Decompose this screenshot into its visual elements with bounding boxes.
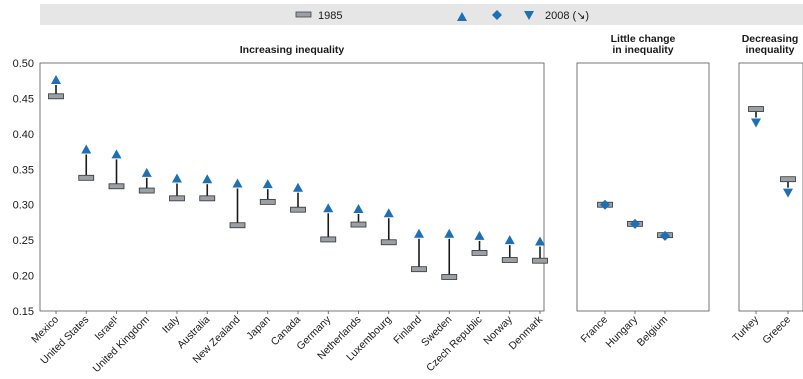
panel-title: in inequality (612, 44, 673, 56)
marker-2008 (414, 228, 424, 238)
marker-2008 (504, 235, 515, 245)
marker-1985 (320, 236, 337, 243)
marker-2008 (141, 167, 152, 177)
legend-label-1985: 1985 (318, 10, 342, 22)
category-label: Hungary (604, 313, 641, 350)
marker-2008 (353, 203, 364, 213)
marker-2008 (51, 75, 61, 85)
marker-1985 (441, 274, 458, 280)
panel-title: Little change (611, 33, 676, 45)
marker-1985 (108, 183, 125, 190)
marker-2008 (262, 179, 273, 189)
marker-2008 (600, 199, 610, 210)
marker-1985 (532, 257, 548, 264)
marker-1985 (748, 106, 764, 112)
marker-2008 (293, 182, 303, 192)
legend-up-triangle (457, 12, 467, 21)
y-tick-label: 0.45 (13, 93, 34, 105)
marker-1985 (501, 257, 518, 263)
marker-2008 (660, 230, 670, 241)
legend-down-triangle (524, 11, 534, 20)
panel-title: Decreasing (742, 33, 799, 45)
marker-2008 (232, 178, 243, 188)
marker-1985 (290, 206, 306, 213)
y-tick-label: 0.15 (13, 306, 34, 318)
marker-1985 (380, 239, 397, 246)
marker-2008 (751, 118, 761, 128)
panel-title: inequality (745, 44, 794, 56)
panel-frame (738, 62, 803, 312)
panel-title: Increasing inequality (240, 44, 345, 56)
category-label: Turkey (730, 313, 761, 344)
marker-2008 (474, 230, 485, 240)
y-tick-label: 0.40 (13, 129, 34, 141)
marker-1985 (259, 198, 276, 205)
marker-1985 (780, 176, 796, 183)
legend-label-2008: 2008 (↘) (545, 10, 589, 22)
category-label: Belgium (635, 313, 670, 348)
y-tick-label: 0.35 (13, 164, 34, 176)
y-axis: 0.50 0.45 0.40 0.35 0.30 0.25 0.20 0.15 (13, 58, 34, 318)
marker-1985 (229, 222, 246, 229)
panel-frame (576, 62, 710, 312)
marker-1985 (169, 195, 185, 202)
marker-1985 (48, 93, 64, 100)
marker-2008 (81, 144, 92, 154)
y-tick-label: 0.20 (13, 271, 34, 283)
legend-marker-1985 (295, 11, 312, 18)
marker-1985 (199, 195, 216, 202)
y-tick-label: 0.25 (13, 235, 34, 247)
y-tick-label: 0.50 (13, 58, 34, 70)
panel-frame (39, 62, 545, 312)
category-label: Czech Republic (424, 314, 484, 374)
marker-2008 (172, 173, 182, 183)
category-label: Italy (160, 313, 183, 336)
marker-1985 (350, 221, 367, 228)
marker-1985 (411, 266, 427, 273)
legend-diamond (492, 10, 502, 20)
marker-2008 (323, 203, 334, 213)
marker-2008 (444, 228, 455, 238)
marker-1985 (138, 187, 155, 194)
marker-1985 (78, 174, 95, 181)
marker-2008 (202, 174, 213, 184)
category-label: Japan (244, 314, 273, 343)
marker-2008 (783, 188, 793, 198)
marker-2008 (383, 208, 394, 218)
marker-1985 (471, 249, 488, 256)
category-label: United Kingdom (91, 313, 152, 374)
y-tick-label: 0.30 (13, 200, 34, 212)
marker-2008 (535, 236, 545, 246)
marker-2008 (630, 218, 640, 229)
category-label: Denmark (507, 313, 546, 352)
marker-2008 (111, 149, 122, 159)
category-label: Greece (760, 314, 793, 347)
legend-bar (40, 4, 803, 25)
